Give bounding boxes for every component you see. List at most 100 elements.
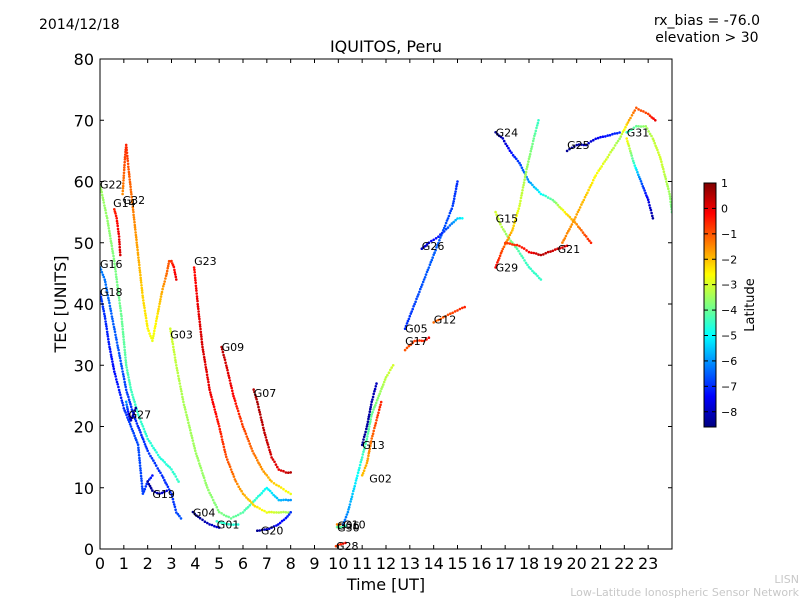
point-g18 [116, 383, 119, 386]
point-g15 [503, 230, 507, 233]
point-g03 [239, 512, 242, 515]
point-g07 [260, 420, 264, 424]
point-g27 [125, 405, 129, 409]
point-g24 [537, 190, 541, 194]
point-g31 [561, 241, 564, 244]
point-g09 [255, 459, 259, 462]
x-tick-label: 9 [309, 554, 319, 573]
point-g24 [518, 161, 521, 165]
point-g25 [592, 138, 595, 142]
point-g23 [206, 376, 209, 379]
point-g14 [117, 230, 120, 233]
point-g29 [509, 231, 513, 234]
point-g18 [135, 438, 138, 442]
point-g32 [144, 314, 147, 317]
point-g26 [424, 244, 427, 248]
point-g18 [140, 482, 144, 485]
point-g22 [103, 204, 106, 207]
point-g03 [275, 496, 279, 500]
point-g31b [632, 126, 636, 130]
point-g29 [519, 199, 522, 203]
point-g23 [233, 478, 237, 481]
point-g04 [201, 518, 204, 522]
point-g18 [103, 312, 106, 316]
point-g23 [202, 355, 206, 359]
point-g21 [520, 246, 524, 249]
point-g07 [260, 418, 263, 422]
point-g31 [573, 218, 576, 221]
point-g21 [534, 252, 538, 255]
series-g19 [146, 480, 168, 495]
point-g01 [236, 523, 240, 526]
point-g22 [114, 270, 117, 273]
point-g25 [604, 135, 607, 138]
point-g16 [159, 471, 162, 475]
point-g31 [635, 106, 638, 110]
point-g32 [173, 268, 176, 272]
watermark-line1: LISN [774, 573, 799, 586]
point-g21 [551, 249, 555, 253]
point-g12 [463, 305, 467, 309]
point-g05 [422, 278, 426, 281]
series-g16 [100, 266, 183, 520]
point-g03 [174, 358, 177, 362]
point-g18 [140, 477, 143, 480]
point-g03 [206, 486, 209, 489]
point-g23 [228, 465, 232, 469]
point-g18 [104, 320, 107, 323]
point-g22 [136, 410, 139, 414]
point-g10 [375, 398, 379, 402]
point-g19 [155, 491, 159, 495]
point-g24 [546, 196, 550, 199]
point-g13 [371, 398, 374, 401]
point-g15 [539, 278, 543, 281]
point-g03 [211, 498, 215, 502]
point-g10 [349, 500, 352, 503]
point-g31b [627, 129, 631, 133]
point-g31 [598, 167, 602, 170]
point-g10 [365, 437, 369, 441]
point-g03 [184, 408, 187, 411]
series-g20 [255, 511, 293, 532]
point-g18 [119, 396, 123, 400]
point-g29 [530, 145, 534, 148]
point-g03 [198, 464, 202, 468]
point-g29 [524, 170, 528, 174]
point-g25 [615, 132, 619, 135]
point-g24 [520, 166, 524, 170]
point-g31b [669, 203, 672, 206]
point-g23 [195, 292, 198, 295]
point-g10 [348, 503, 352, 506]
point-g31 [615, 141, 618, 145]
point-g07 [254, 395, 258, 399]
point-g31c [626, 140, 629, 143]
colorbar [703, 182, 717, 428]
point-g16 [121, 372, 125, 376]
point-g09 [226, 371, 230, 375]
series-g32 [121, 143, 178, 343]
point-g16 [127, 398, 131, 402]
point-g31b [642, 125, 645, 128]
point-g29 [531, 139, 535, 143]
point-g09 [243, 429, 247, 433]
point-g04 [203, 520, 207, 523]
point-g16 [161, 476, 165, 479]
series-g31 [561, 106, 657, 244]
point-g13 [364, 430, 367, 434]
point-g09 [233, 399, 237, 403]
point-g31 [590, 181, 594, 185]
point-g09 [236, 407, 239, 410]
point-g16 [119, 362, 123, 366]
point-g32 [157, 307, 160, 311]
point-g29 [524, 173, 527, 176]
point-g32 [127, 168, 130, 171]
point-g01 [225, 522, 228, 526]
point-g03 [178, 379, 181, 383]
point-g09 [229, 382, 232, 385]
point-g18 [115, 380, 119, 384]
point-g29 [496, 261, 499, 264]
point-g18 [131, 429, 135, 433]
series-label-g06: G06 [337, 520, 360, 533]
point-g32 [154, 324, 157, 328]
point-g24 [494, 131, 497, 134]
